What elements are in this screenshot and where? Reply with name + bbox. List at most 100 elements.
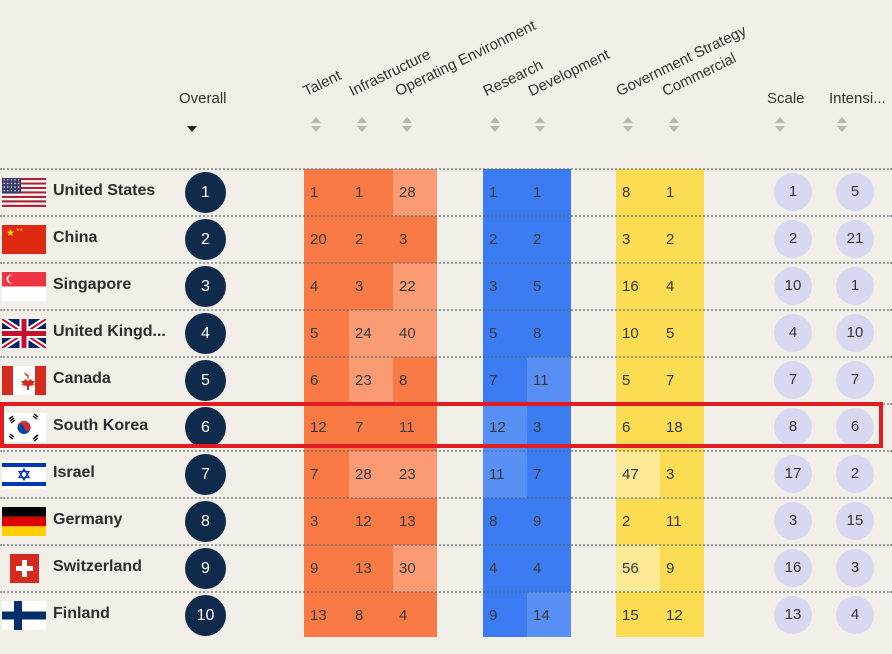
- row-divider: [0, 168, 892, 170]
- sort-development-icon[interactable]: [534, 117, 546, 133]
- table-row[interactable]: United Kingd... 4 5 24 40 5 8 10 5 4 10: [0, 310, 892, 357]
- development-cell: 1: [533, 184, 542, 201]
- country-name[interactable]: Switzerland: [53, 558, 142, 575]
- country-name[interactable]: Germany: [53, 511, 123, 528]
- overall-rank-badge: 7: [185, 454, 226, 495]
- header-overall[interactable]: Overall: [179, 90, 227, 107]
- scale-bubble: 7: [774, 361, 812, 399]
- commercial-cell: 18: [666, 419, 683, 436]
- china-flag-icon: ★ ★★: [2, 225, 46, 254]
- header-talent[interactable]: Talent: [300, 67, 344, 100]
- germany-flag-icon: [2, 507, 46, 536]
- operating-environment-cell: 8: [399, 372, 408, 389]
- development-cell: 2: [533, 231, 542, 248]
- infrastructure-cell: 3: [355, 278, 364, 295]
- country-name[interactable]: Singapore: [53, 276, 132, 293]
- table-row[interactable]: United States 1 1 1 28 1 1 8 1 1 5: [0, 169, 892, 216]
- row-divider: [0, 544, 892, 546]
- talent-cell: 9: [310, 560, 319, 577]
- country-name[interactable]: United Kingd...: [53, 323, 166, 340]
- header-intensity[interactable]: Intensi...: [829, 90, 886, 107]
- scale-bubble: 17: [774, 455, 812, 493]
- table-row[interactable]: ★ ★★ China 2 20 2 3 2 2 3 2 2 21: [0, 216, 892, 263]
- operating-environment-cell: 22: [393, 263, 437, 310]
- intensity-bubble: 1: [836, 267, 874, 305]
- government-strategy-cell: 15: [622, 607, 639, 624]
- table-row[interactable]: Singapore 3 4 3 22 3 5 16 4 10 1: [0, 263, 892, 310]
- operating-environment-cell: 13: [399, 513, 416, 530]
- intensity-bubble: 6: [836, 408, 874, 446]
- south-korea-flag-icon: [2, 413, 46, 442]
- commercial-cell: 7: [666, 372, 675, 389]
- government-strategy-cell: 3: [622, 231, 631, 248]
- table-row[interactable]: Germany 8 3 12 13 8 9 2 11 3 15: [0, 498, 892, 545]
- commercial-cell: 1: [666, 184, 675, 201]
- overall-rank-badge: 4: [185, 313, 226, 354]
- sort-government-strategy-icon[interactable]: [622, 117, 634, 133]
- government-strategy-cell: 8: [622, 184, 631, 201]
- country-name[interactable]: South Korea: [53, 417, 149, 434]
- overall-rank-badge: 3: [185, 266, 226, 307]
- country-name[interactable]: China: [53, 229, 98, 246]
- scale-bubble: 13: [774, 596, 812, 634]
- operating-environment-cell: 3: [399, 231, 408, 248]
- government-strategy-cell: 56: [616, 545, 660, 592]
- overall-rank-badge: 5: [185, 360, 226, 401]
- country-name[interactable]: Finland: [53, 605, 110, 622]
- commercial-cell: 11: [666, 513, 682, 530]
- country-name[interactable]: United States: [53, 182, 156, 199]
- government-strategy-cell: 2: [622, 513, 631, 530]
- operating-environment-cell: 23: [393, 451, 437, 498]
- scale-bubble: 10: [774, 267, 812, 305]
- row-divider: [0, 591, 892, 593]
- row-divider: [0, 215, 892, 217]
- sort-scale-icon[interactable]: [774, 117, 786, 133]
- development-cell: 7: [533, 466, 542, 483]
- talent-cell: 6: [310, 372, 319, 389]
- government-strategy-cell: 16: [622, 278, 639, 295]
- intensity-bubble: 15: [836, 502, 874, 540]
- intensity-bubble: 21: [836, 220, 874, 258]
- table-row[interactable]: Finland 10 13 8 4 9 14 15 12 13 4: [0, 592, 892, 639]
- header-scale[interactable]: Scale: [767, 90, 805, 107]
- country-name[interactable]: Canada: [53, 370, 111, 387]
- commercial-cell: 9: [666, 560, 675, 577]
- overall-rank-badge: 2: [185, 219, 226, 260]
- sort-operating-environment-icon[interactable]: [401, 117, 413, 133]
- sort-intensity-icon[interactable]: [836, 117, 848, 133]
- row-divider: [0, 262, 892, 264]
- sort-talent-icon[interactable]: [310, 117, 322, 133]
- government-strategy-cell: 47: [616, 451, 660, 498]
- development-cell: 5: [533, 278, 542, 295]
- sort-research-icon[interactable]: [489, 117, 501, 133]
- infrastructure-cell: 8: [355, 607, 364, 624]
- intensity-bubble: 2: [836, 455, 874, 493]
- development-cell: 9: [533, 513, 542, 530]
- research-cell: 4: [489, 560, 498, 577]
- research-cell: 3: [489, 278, 498, 295]
- table-row[interactable]: Israel 7 7 28 23 11 7 47 3 17 2: [0, 451, 892, 498]
- scale-bubble: 16: [774, 549, 812, 587]
- scale-bubble: 4: [774, 314, 812, 352]
- row-divider: [0, 356, 892, 358]
- table-row[interactable]: South Korea 6 12 7 11 12 3 6 18 8 6: [0, 404, 892, 451]
- intensity-bubble: 10: [836, 314, 874, 352]
- sort-overall-icon[interactable]: [186, 117, 198, 133]
- infrastructure-cell: 28: [349, 451, 393, 498]
- overall-rank-badge: 9: [185, 548, 226, 589]
- talent-cell: 3: [310, 513, 319, 530]
- sort-commercial-icon[interactable]: [668, 117, 680, 133]
- research-cell: 11: [483, 451, 527, 498]
- country-name[interactable]: Israel: [53, 464, 95, 481]
- research-cell: 1: [489, 184, 498, 201]
- intensity-bubble: 4: [836, 596, 874, 634]
- row-divider: [0, 497, 892, 499]
- development-cell: 8: [533, 325, 542, 342]
- government-strategy-cell: 6: [622, 419, 631, 436]
- development-cell: 3: [533, 419, 542, 436]
- table-row[interactable]: Switzerland 9 9 13 30 4 4 56 9 16 3: [0, 545, 892, 592]
- talent-cell: 7: [310, 466, 319, 483]
- research-cell: 9: [489, 607, 498, 624]
- sort-infrastructure-icon[interactable]: [356, 117, 368, 133]
- table-row[interactable]: Canada 5 6 23 8 7 11 5 7 7 7: [0, 357, 892, 404]
